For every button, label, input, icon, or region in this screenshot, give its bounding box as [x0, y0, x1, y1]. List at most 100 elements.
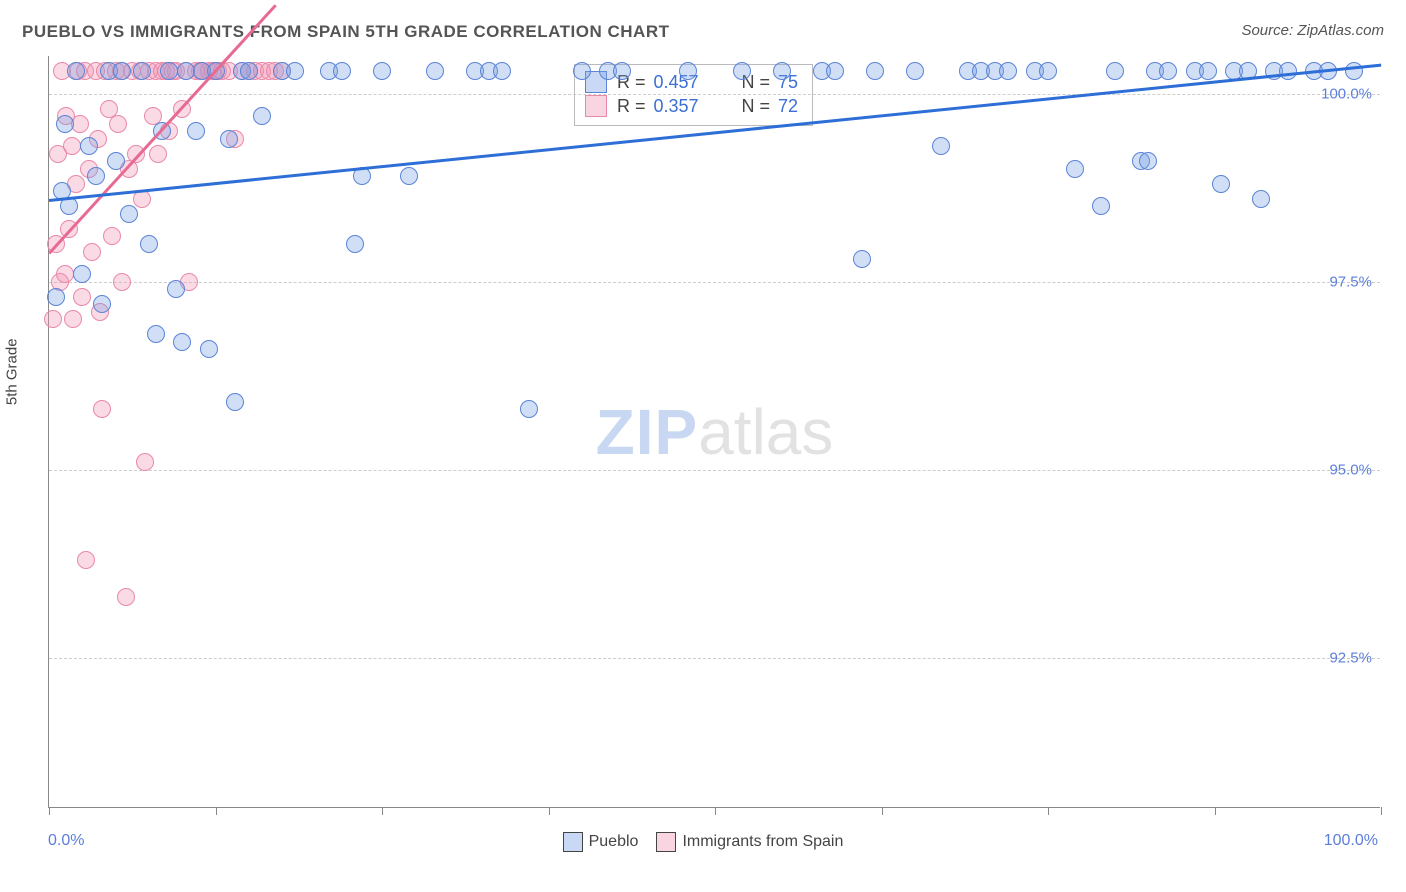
legend-bottom: Pueblo Immigrants from Spain [0, 832, 1406, 852]
data-point [240, 62, 258, 80]
data-point [220, 130, 238, 148]
data-point [346, 235, 364, 253]
x-tick [715, 807, 716, 815]
legend-swatch-a-icon [563, 832, 583, 852]
legend-swatch-b-icon [656, 832, 676, 852]
x-tick [382, 807, 383, 815]
data-point [826, 62, 844, 80]
legend-item-a: Pueblo [563, 832, 639, 852]
data-point [333, 62, 351, 80]
data-point [80, 137, 98, 155]
data-point [853, 250, 871, 268]
data-point [44, 310, 62, 328]
watermark-part2: atlas [698, 396, 833, 468]
data-point [866, 62, 884, 80]
data-point [1212, 175, 1230, 193]
watermark-part1: ZIP [596, 396, 699, 468]
data-point [167, 280, 185, 298]
data-point [1159, 62, 1177, 80]
data-point [64, 310, 82, 328]
data-point [200, 340, 218, 358]
data-point [56, 115, 74, 133]
n-label: N = [742, 96, 771, 117]
legend-label-a: Pueblo [589, 833, 639, 851]
legend-row-series-b: R = 0.357 N = 72 [585, 95, 798, 117]
data-point [140, 235, 158, 253]
grid-line [49, 94, 1380, 95]
data-point [613, 62, 631, 80]
data-point [773, 62, 791, 80]
chart-title: PUEBLO VS IMMIGRANTS FROM SPAIN 5TH GRAD… [22, 22, 670, 42]
data-point [47, 288, 65, 306]
data-point [520, 400, 538, 418]
data-point [1139, 152, 1157, 170]
data-point [77, 551, 95, 569]
n-value-b: 72 [778, 96, 798, 117]
data-point [1199, 62, 1217, 80]
data-point [109, 115, 127, 133]
data-point [136, 453, 154, 471]
data-point [120, 205, 138, 223]
y-axis-title: 5th Grade [4, 338, 21, 405]
data-point [1066, 160, 1084, 178]
data-point [133, 62, 151, 80]
data-point [373, 62, 391, 80]
r-label: R = [617, 96, 646, 117]
data-point [87, 167, 105, 185]
data-point [67, 62, 85, 80]
legend-swatch-b [585, 95, 607, 117]
watermark: ZIPatlas [596, 395, 834, 469]
data-point [73, 265, 91, 283]
data-point [932, 137, 950, 155]
data-point [113, 62, 131, 80]
x-tick [1381, 807, 1382, 815]
data-point [1039, 62, 1057, 80]
y-tick-label: 92.5% [1329, 649, 1372, 666]
data-point [679, 62, 697, 80]
x-tick [1048, 807, 1049, 815]
legend-label-b: Immigrants from Spain [682, 833, 843, 851]
y-tick-label: 97.5% [1329, 273, 1372, 290]
x-tick [216, 807, 217, 815]
data-point [999, 62, 1017, 80]
data-point [733, 62, 751, 80]
data-point [173, 333, 191, 351]
data-point [253, 107, 271, 125]
data-point [906, 62, 924, 80]
data-point [426, 62, 444, 80]
x-tick [1215, 807, 1216, 815]
data-point [1252, 190, 1270, 208]
data-point [226, 393, 244, 411]
grid-line [49, 658, 1380, 659]
data-point [400, 167, 418, 185]
x-tick [49, 807, 50, 815]
data-point [573, 62, 591, 80]
grid-line [49, 470, 1380, 471]
data-point [117, 588, 135, 606]
plot-area: ZIPatlas R = 0.457 N = 75 R = 0.357 N = … [48, 56, 1380, 808]
data-point [1279, 62, 1297, 80]
data-point [107, 152, 125, 170]
x-tick [882, 807, 883, 815]
data-point [63, 137, 81, 155]
y-tick-label: 100.0% [1321, 85, 1372, 102]
data-point [73, 288, 91, 306]
r-value-b: 0.357 [654, 96, 716, 117]
grid-line [49, 282, 1380, 283]
x-tick [549, 807, 550, 815]
data-point [56, 265, 74, 283]
data-point [493, 62, 511, 80]
data-point [1092, 197, 1110, 215]
data-point [103, 227, 121, 245]
y-tick-label: 95.0% [1329, 461, 1372, 478]
data-point [160, 62, 178, 80]
data-point [286, 62, 304, 80]
data-point [187, 122, 205, 140]
data-point [113, 273, 131, 291]
data-point [149, 145, 167, 163]
data-point [93, 295, 111, 313]
data-point [1106, 62, 1124, 80]
data-point [147, 325, 165, 343]
data-point [83, 243, 101, 261]
data-point [93, 400, 111, 418]
